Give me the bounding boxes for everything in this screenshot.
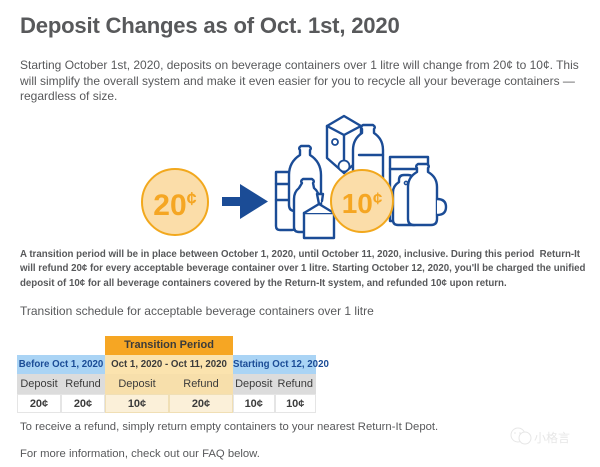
svg-text:小格言: 小格言 — [534, 430, 570, 445]
